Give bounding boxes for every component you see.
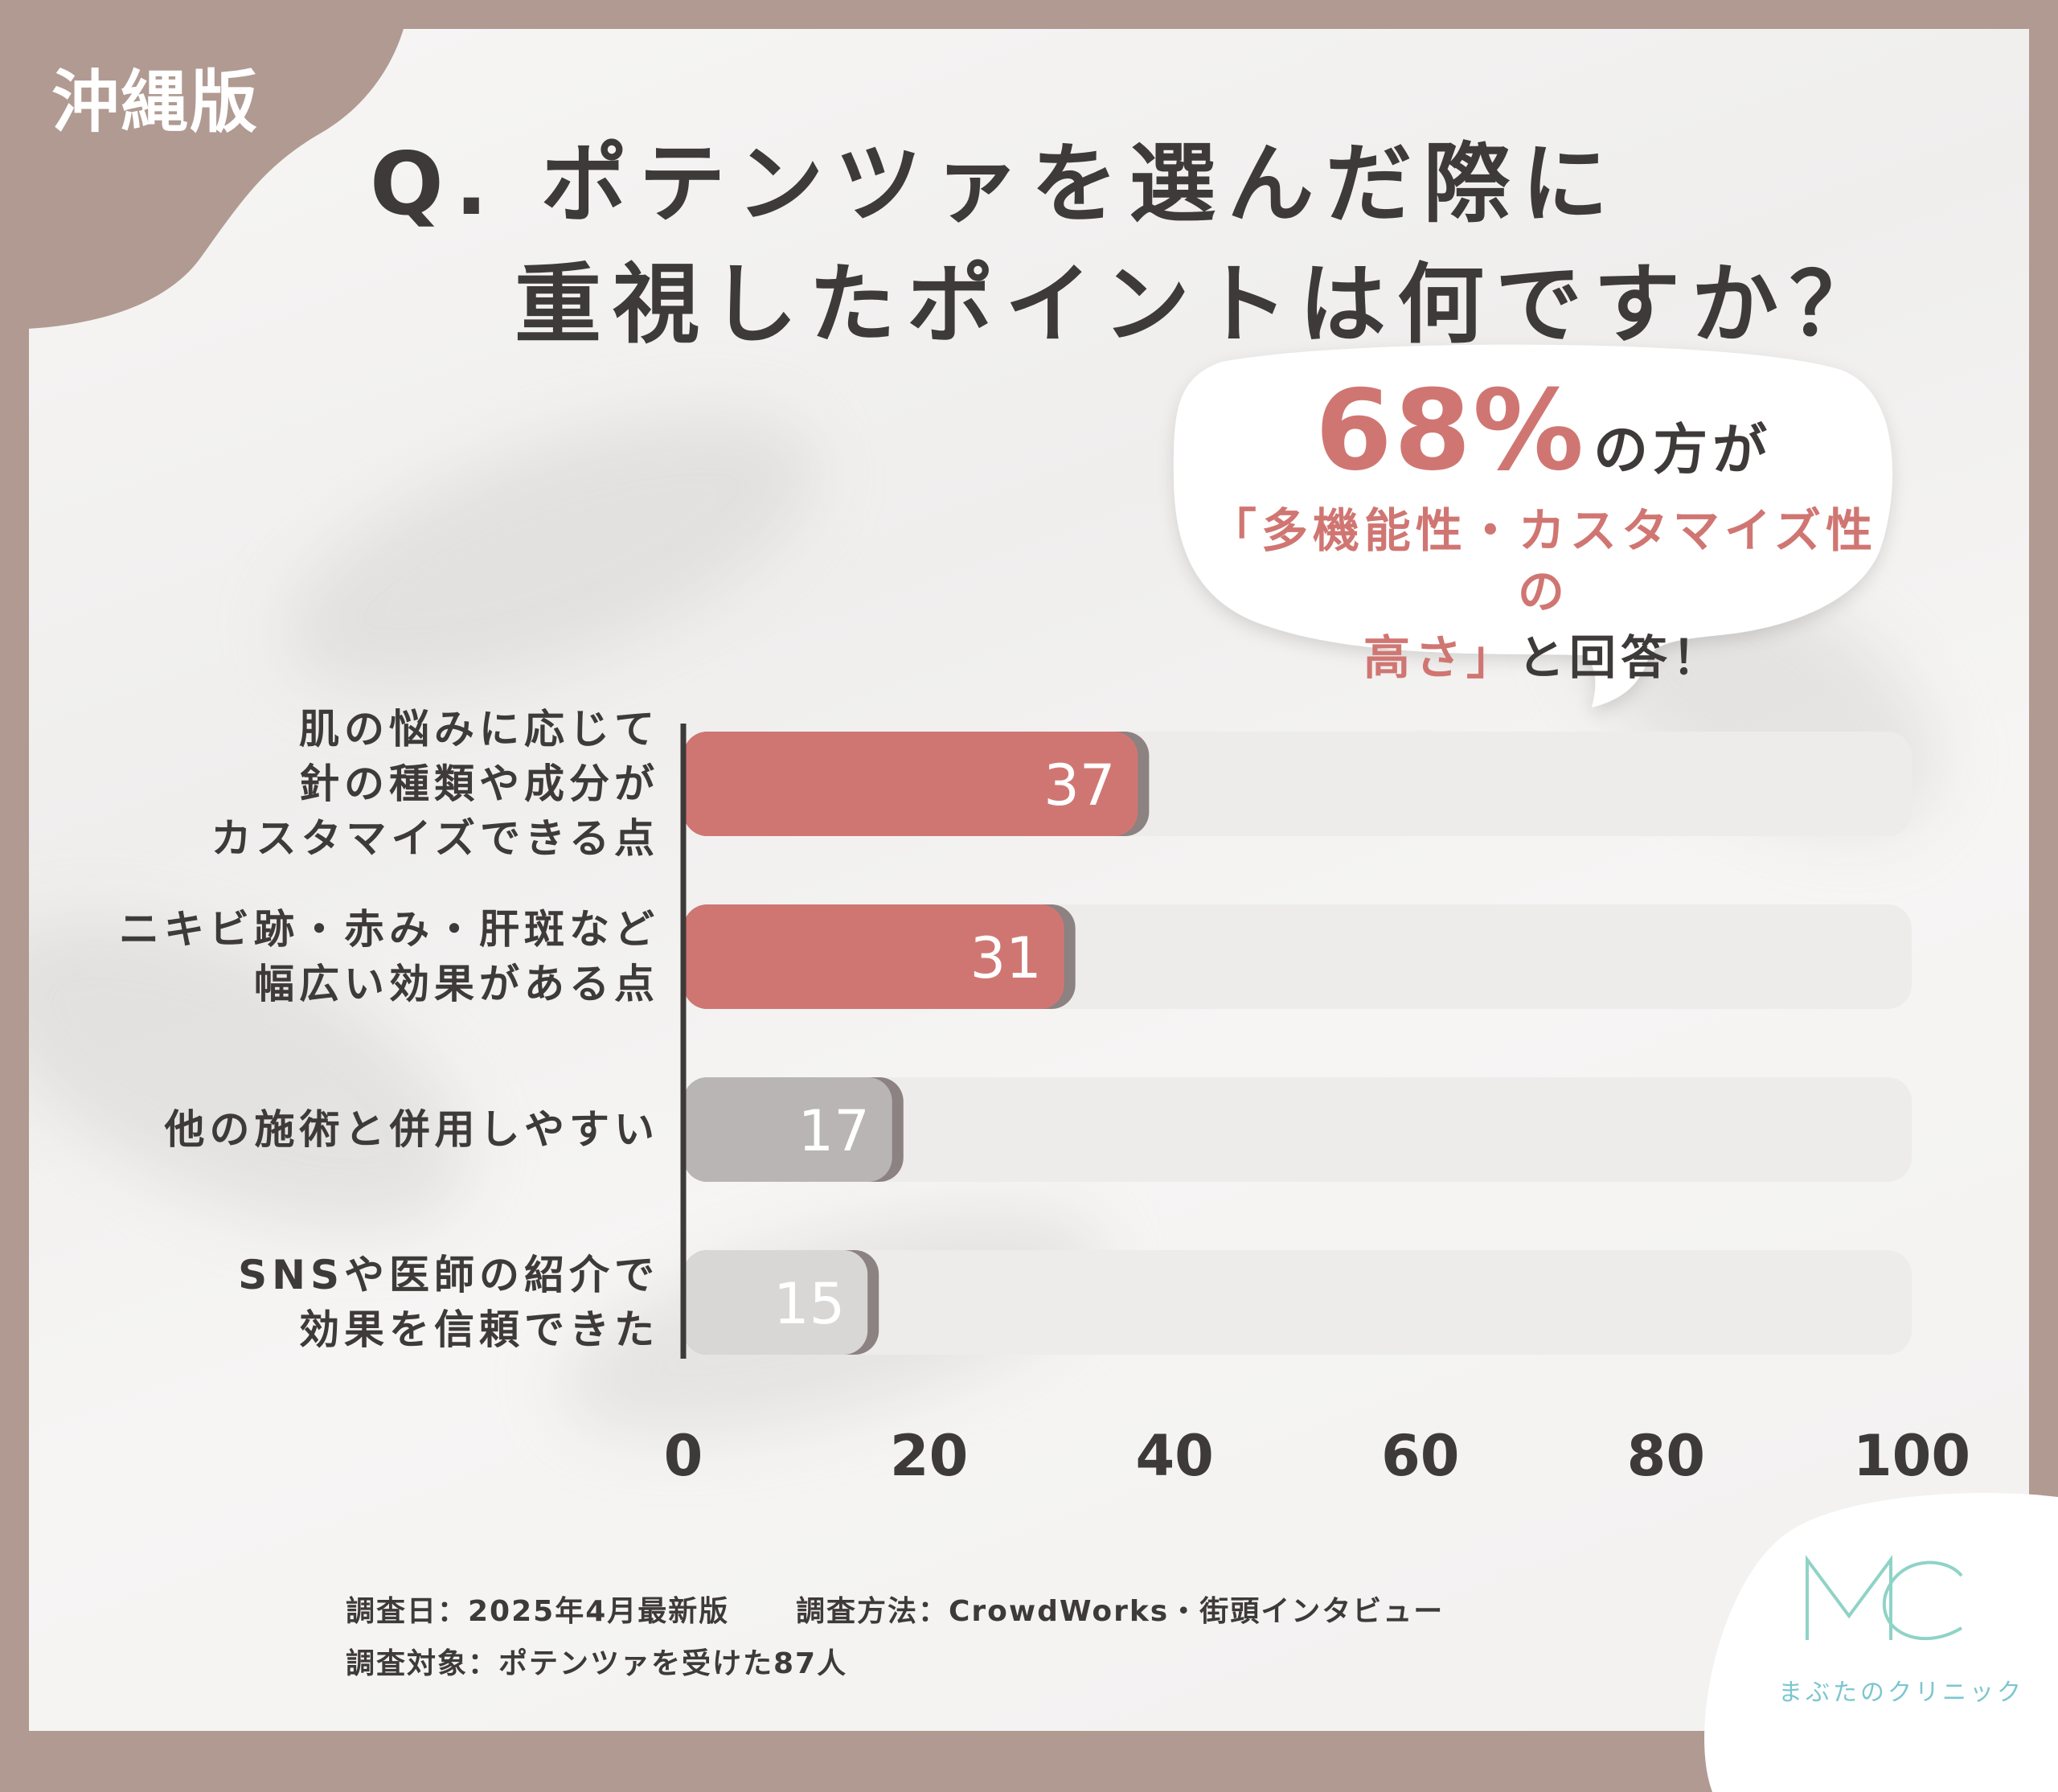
bar-track	[683, 1250, 1912, 1355]
x-tick-label: 100	[1852, 1423, 1971, 1489]
callout-line-1: 「多機能性・カスタマイズ性の	[1209, 503, 1878, 619]
bar-track	[683, 1077, 1912, 1182]
bar-value-label: 17	[798, 1098, 870, 1164]
title-line-1: Q. ポテンツァを選んだ際に	[370, 134, 1620, 235]
bar-value-label: 37	[1043, 752, 1115, 818]
callout-percent: 68%	[1314, 366, 1586, 495]
region-tag: 沖縄版	[51, 63, 260, 141]
callout-suffix: の方が	[1593, 419, 1773, 482]
corner-blob	[0, 0, 410, 330]
category-label-line: 肌の悩みに応じて	[299, 706, 659, 752]
x-tick-label: 0	[663, 1423, 703, 1489]
footnote-method: 調査方法：CrowdWorks・街頭インタビュー	[796, 1595, 1445, 1628]
category-label: 他の施術と併用しやすい	[165, 1102, 660, 1157]
callout-line-2-highlight: 高さ」	[1363, 630, 1518, 685]
bar	[683, 1250, 868, 1355]
category-label-line: SNSや医師の紹介で	[238, 1252, 659, 1298]
x-tick-label: 60	[1381, 1423, 1460, 1489]
category-label-line: ニキビ跡・赤み・肝斑など	[119, 906, 659, 953]
category-label-line: カスタマイズできる点	[211, 815, 659, 862]
callout-line-2-rest: と回答！	[1518, 630, 1724, 685]
bar	[683, 1077, 892, 1182]
category-label-line: 幅広い効果がある点	[254, 961, 659, 1007]
clinic-logo-mark	[1806, 1554, 1963, 1641]
category-label: ニキビ跡・赤み・肝斑など幅広い効果がある点	[119, 902, 659, 1011]
category-label: SNSや医師の紹介で効果を信頼できた	[238, 1248, 659, 1357]
clinic-name: まぶたのクリニック	[1778, 1679, 2024, 1707]
x-tick-label: 20	[889, 1423, 969, 1489]
category-label: 肌の悩みに応じて 針の種類や成分がカスタマイズできる点	[211, 702, 660, 866]
footnote-date: 調査日：2025年4月最新版	[346, 1595, 730, 1628]
x-tick-label: 40	[1135, 1423, 1214, 1489]
logo-backdrop	[1704, 1493, 2058, 1792]
page-title: Q. ポテンツァを選んだ際に 重視したポイントは何ですか？	[370, 125, 1945, 366]
category-label-line: 他の施術と併用しやすい	[164, 1106, 659, 1153]
bar	[683, 732, 1138, 836]
callout: 68% の方が 「多機能性・カスタマイズ性の 高さ」と回答！	[1190, 366, 1897, 688]
bar-value-label: 15	[773, 1271, 845, 1337]
footnote-target: 調査対象：ポテンツァを受けた87人	[346, 1647, 848, 1680]
bar-value-label: 31	[970, 925, 1042, 991]
x-tick-label: 80	[1626, 1423, 1706, 1489]
title-line-2: 重視したポイントは何ですか？	[514, 255, 1888, 355]
category-label-line: 針の種類や成分が	[299, 761, 659, 807]
category-label-line: 効果を信頼できた	[299, 1306, 659, 1353]
bar	[683, 904, 1064, 1009]
infographic-panel	[29, 29, 2029, 1731]
